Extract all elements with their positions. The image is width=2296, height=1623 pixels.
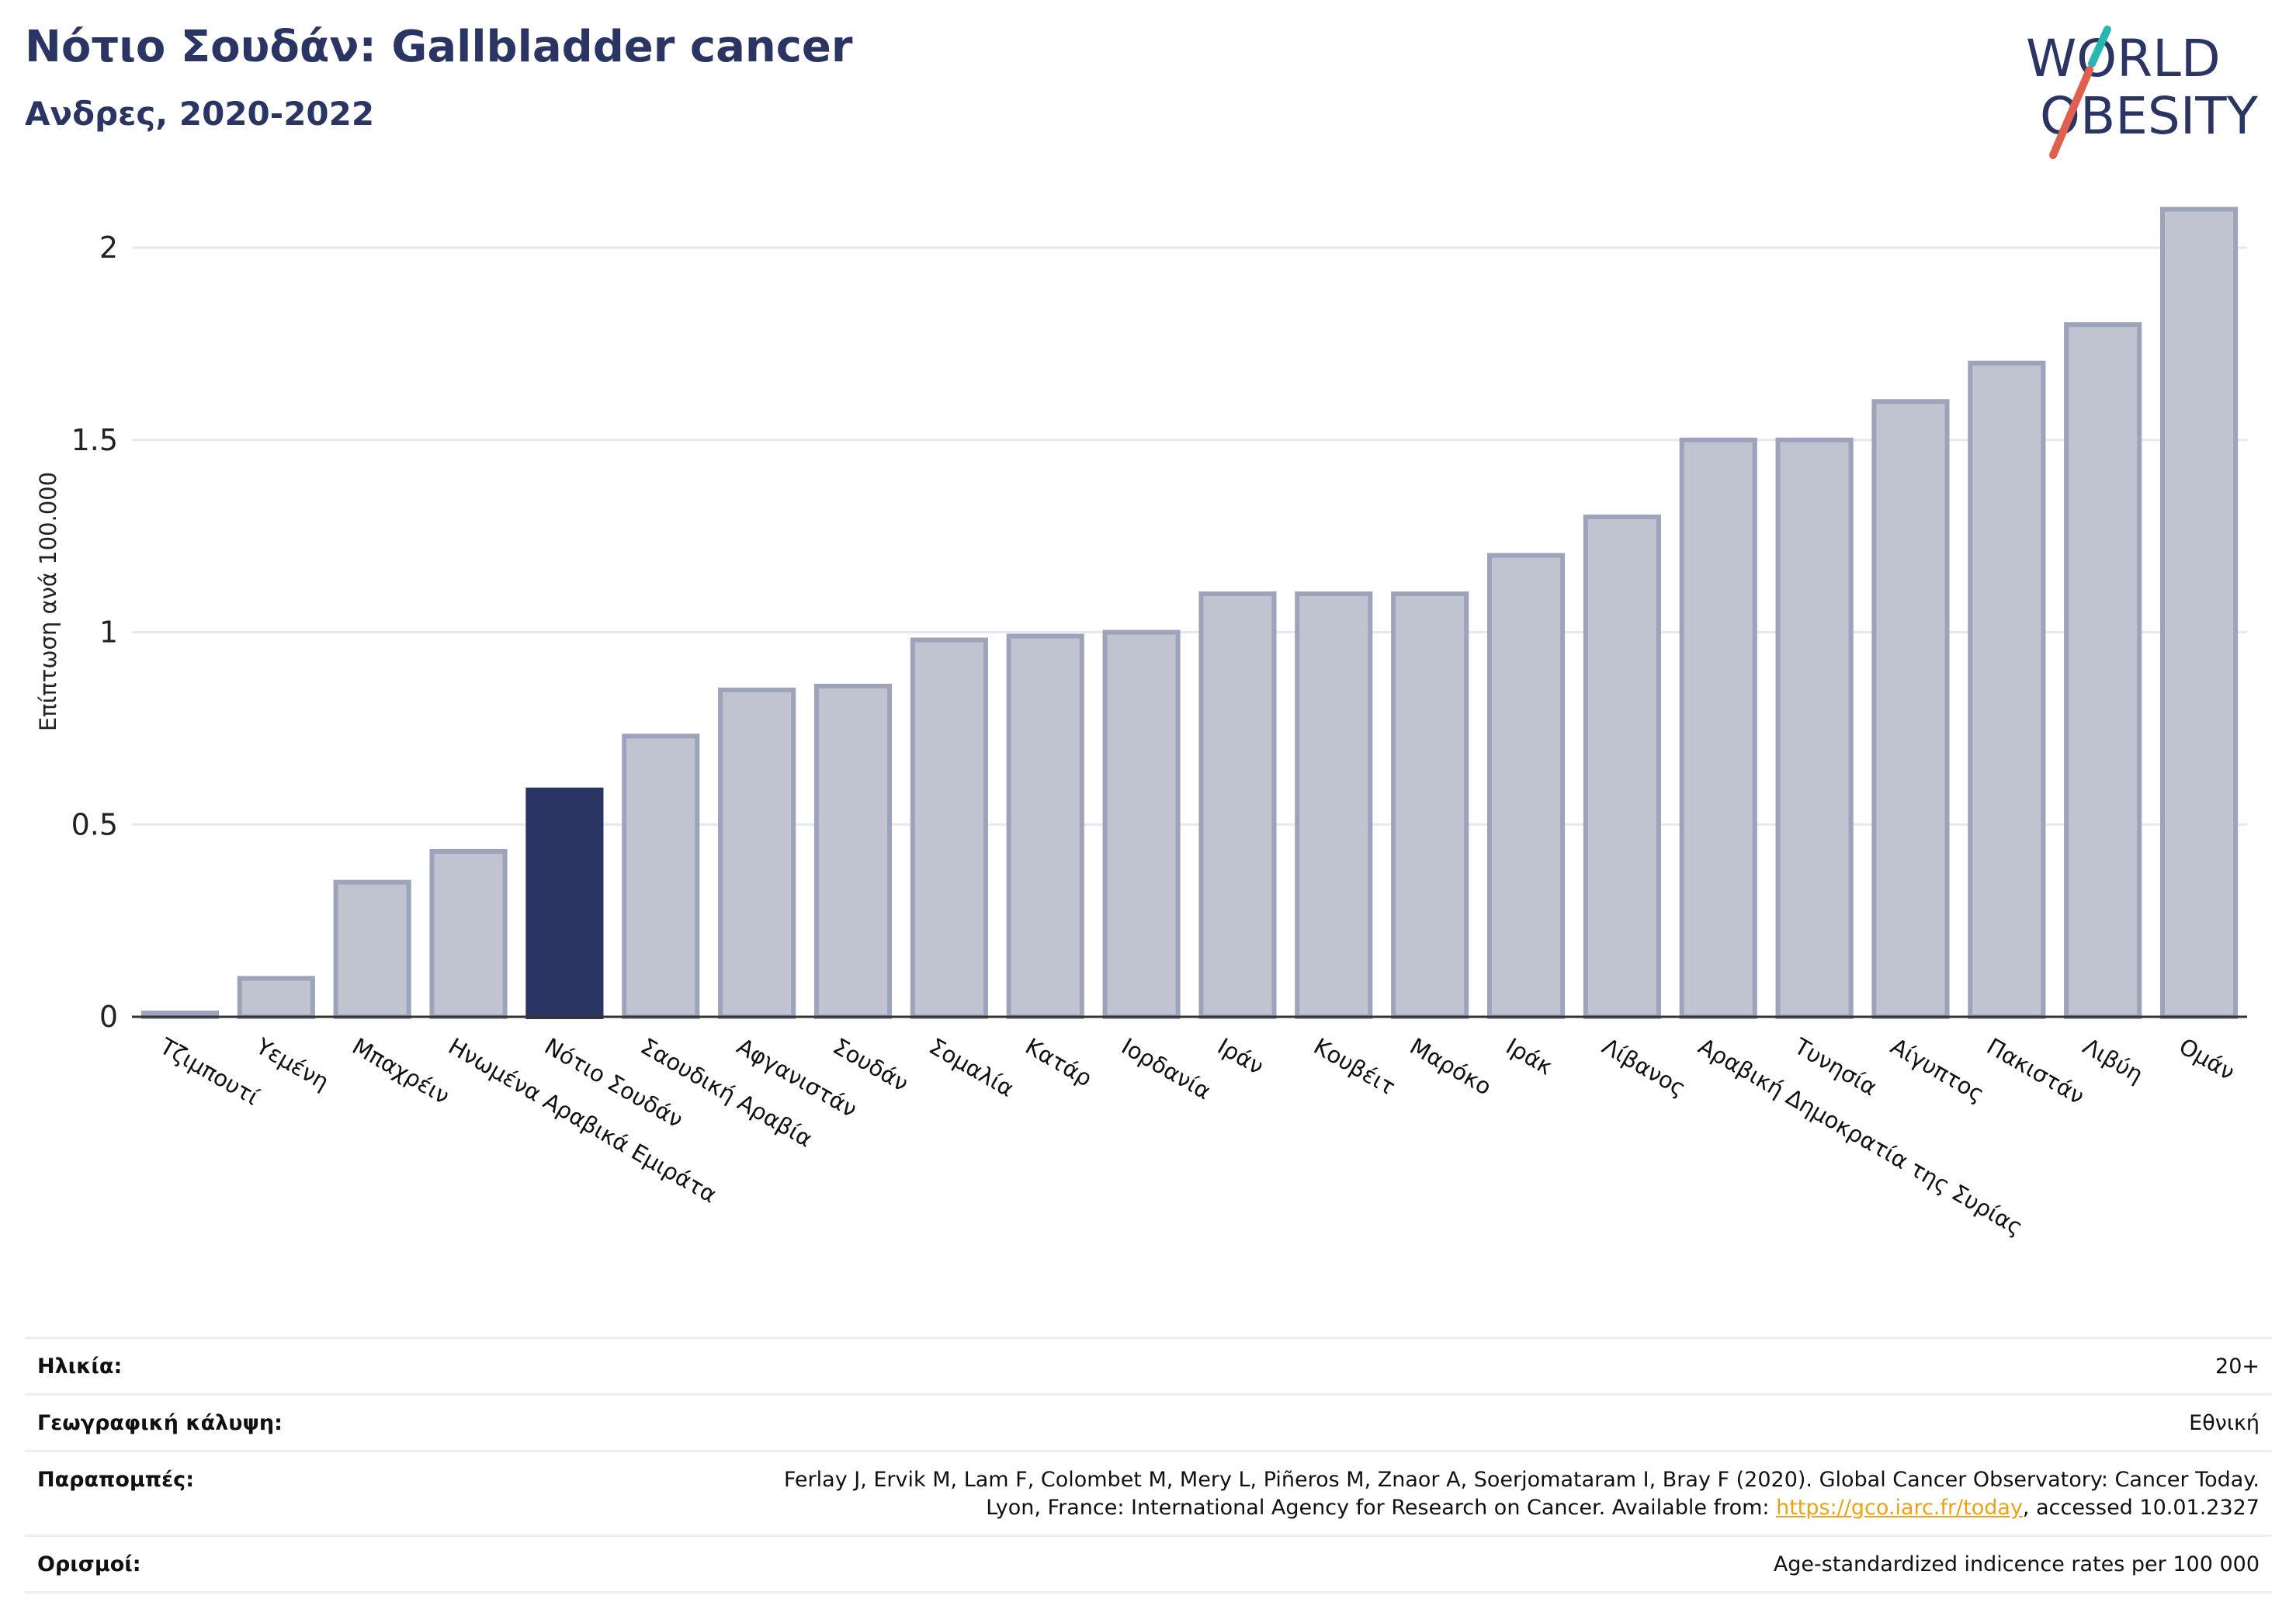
bar: [237, 976, 315, 1020]
info-row-definitions: Ορισμοί: Age-standardized indicence rate…: [25, 1535, 2272, 1594]
x-tick-label: Μαρόκο: [1406, 1033, 1497, 1101]
bar-chart: 0 0.5 1 1.5 2 Επίπτωση ανά 100.000 ΤζιμπουτίΥε…: [35, 206, 2247, 1241]
bar: [1391, 591, 1469, 1019]
x-tick-label: Λίβανος: [1597, 1033, 1690, 1102]
bar: [718, 687, 796, 1019]
coverage-label: Γεωγραφική κάλυψη:: [37, 1411, 283, 1435]
bar: [1871, 399, 1950, 1019]
y-axis-label: Επίπτωση ανά 100.000: [35, 472, 61, 731]
x-tick-label: Αίγυπτος: [1886, 1033, 1989, 1108]
world-obesity-logo: WORLD OBESITY: [2026, 26, 2259, 159]
x-tick-label: Σομαλία: [924, 1033, 1018, 1102]
bar: [525, 787, 604, 1019]
bar: [2160, 206, 2239, 1020]
definitions-label: Ορισμοί:: [37, 1552, 141, 1576]
references-line-2-start: Lyon, France: International Agency for R…: [986, 1496, 1777, 1520]
definitions-value: Age-standardized indicence rates per 100…: [1773, 1552, 2260, 1576]
bar: [1968, 360, 2046, 1019]
x-tick-label: Πακιστάν: [1982, 1033, 2089, 1110]
y-tick-label: 0.5: [71, 807, 118, 841]
references-value: Ferlay J, Ervik M, Lam F, Colombet M, Me…: [784, 1466, 2260, 1522]
y-tick-label: 1: [99, 616, 118, 650]
x-tick-label: Ιράκ: [1502, 1033, 1558, 1080]
bar: [1775, 437, 1854, 1019]
bar: [333, 879, 411, 1020]
info-table: Ηλικία: 20+ Γεωγραφική κάλυψη: Εθνική Πα…: [25, 1337, 2272, 1594]
bar: [1486, 553, 1566, 1019]
references-label: Παραπομπές:: [37, 1468, 194, 1492]
x-tick-label: Ομάν: [2175, 1033, 2239, 1086]
bar: [910, 637, 988, 1019]
info-row-references: Παραπομπές: Ferlay J, Ervik M, Lam F, Co…: [25, 1450, 2272, 1535]
chart-title: Νότιο Σουδάν: Gallbladder cancer: [25, 22, 853, 72]
x-tick-label: Μπαχρέιν: [348, 1033, 454, 1110]
references-link[interactable]: https://gco.iarc.fr/today: [1776, 1496, 2023, 1520]
logo-word-world: WORLD: [2026, 29, 2221, 88]
x-tick-label: Κατάρ: [1021, 1033, 1097, 1092]
x-tick-label: Τζιμπουτί: [155, 1032, 264, 1111]
y-tick-label: 2: [99, 231, 118, 265]
info-row-age: Ηλικία: 20+: [25, 1337, 2272, 1393]
bar: [2064, 322, 2142, 1019]
coverage-value: Εθνική: [2189, 1411, 2260, 1435]
info-row-coverage: Γεωγραφική κάλυψη: Εθνική: [25, 1393, 2272, 1450]
logo-slash-teal: [2088, 26, 2111, 68]
y-tick-label: 0: [99, 1000, 118, 1034]
references-line-2-end: , accessed 10.01.2327: [2022, 1496, 2260, 1520]
bar: [1198, 591, 1277, 1019]
bar: [1295, 591, 1373, 1019]
bar: [1679, 437, 1757, 1019]
x-tick-label: Ιράν: [1213, 1033, 1268, 1080]
x-tick-label: Αραβική Δημοκρατία της Συρίας: [1694, 1033, 2027, 1241]
bar: [429, 848, 508, 1020]
bar: [1006, 633, 1084, 1019]
bar: [1102, 629, 1181, 1020]
y-tick-label: 1.5: [71, 423, 118, 457]
x-tick-label: Ιορδανία: [1117, 1033, 1216, 1105]
bar: [622, 733, 700, 1019]
x-tick-label: Λιβύη: [2079, 1033, 2148, 1088]
references-line-1: Ferlay J, Ervik M, Lam F, Colombet M, Me…: [783, 1468, 2260, 1492]
chart-subtitle: Ανδρες, 2020-2022: [25, 95, 375, 133]
x-tick-label: Κουβέιτ: [1309, 1033, 1400, 1101]
logo-slash-red: [2049, 66, 2093, 159]
bar: [1583, 514, 1661, 1019]
x-tick-label: Σαουδική Αραβία: [636, 1033, 817, 1153]
x-tick-label: Υεμένη: [251, 1032, 333, 1095]
age-label: Ηλικία:: [37, 1354, 123, 1379]
bar: [813, 683, 893, 1020]
age-value: 20+: [2215, 1354, 2260, 1379]
